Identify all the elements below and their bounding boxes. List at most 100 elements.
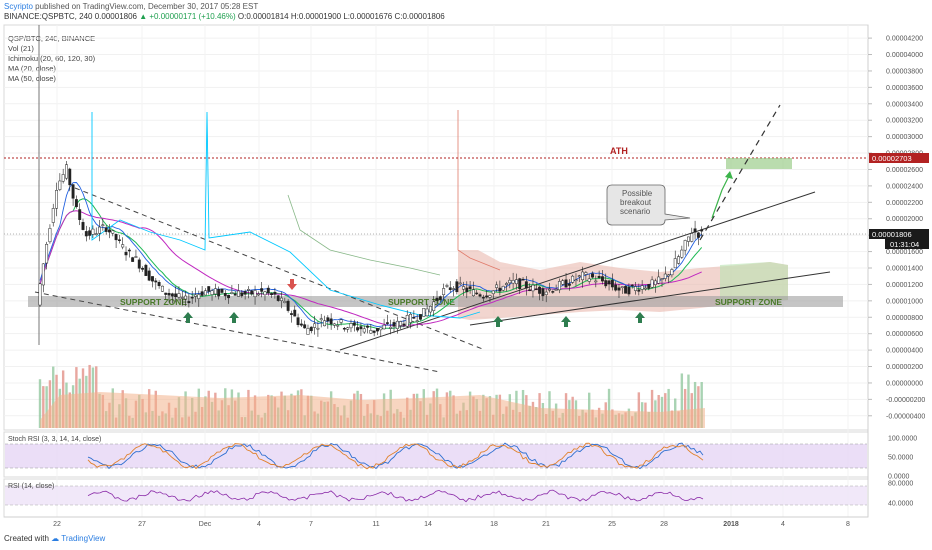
candle-body bbox=[230, 292, 234, 294]
candle-body bbox=[571, 275, 575, 283]
chart-header: Scyripto published on TradingView.com, D… bbox=[4, 2, 445, 22]
candle-body bbox=[640, 285, 644, 290]
candle-body bbox=[78, 209, 82, 220]
x-tick-label: 2018 bbox=[723, 521, 739, 528]
ath-price-text: 0.00002703 bbox=[872, 154, 912, 163]
candle-body bbox=[273, 291, 277, 295]
candle-body bbox=[58, 180, 62, 190]
candle-body bbox=[38, 283, 42, 306]
candle-body bbox=[683, 240, 687, 251]
arrow-up-icon bbox=[561, 316, 571, 327]
candle-body bbox=[478, 294, 482, 297]
x-tick-label: 4 bbox=[257, 521, 261, 528]
candle-body bbox=[567, 283, 571, 286]
candle-body bbox=[233, 293, 237, 296]
candle-body bbox=[581, 271, 585, 281]
x-tick-label: 22 bbox=[53, 521, 61, 528]
candle-body bbox=[250, 290, 254, 295]
legend-item[interactable]: Vol (21) bbox=[8, 44, 34, 53]
candle-body bbox=[313, 323, 317, 328]
candle-body bbox=[147, 270, 151, 281]
candle-body bbox=[475, 292, 479, 295]
x-tick-label: 21 bbox=[542, 521, 550, 528]
y-tick-label: 0.00003600 bbox=[886, 85, 923, 92]
rsi-line bbox=[87, 489, 704, 503]
legend-item[interactable]: MA (20, close) bbox=[8, 64, 56, 73]
legend-item[interactable]: MA (50, close) bbox=[8, 74, 56, 83]
candle-body bbox=[591, 273, 594, 278]
candle-body bbox=[362, 328, 366, 333]
candle-body bbox=[620, 286, 624, 288]
volume-bar bbox=[687, 374, 690, 428]
candle-body bbox=[217, 289, 221, 297]
candle-body bbox=[508, 279, 512, 284]
candle-body bbox=[154, 280, 158, 283]
author-link[interactable]: Scyripto bbox=[4, 2, 33, 11]
callout-bubble bbox=[606, 184, 691, 226]
y-tick-label: 0.00000200 bbox=[886, 364, 923, 371]
tradingview-logo-icon[interactable]: ☁ bbox=[51, 534, 60, 543]
candle-body bbox=[237, 290, 240, 297]
candle-body bbox=[435, 297, 439, 301]
candle-body bbox=[207, 286, 211, 292]
volume-bar bbox=[683, 388, 687, 428]
ohlc-values: O:0.00001814 H:0.00001900 L:0.00001676 C… bbox=[237, 12, 445, 21]
candle-body bbox=[263, 291, 267, 296]
candle-body bbox=[505, 283, 508, 285]
legend-item[interactable]: Ichimoku (20, 60, 120, 30) bbox=[8, 54, 96, 63]
candle-body bbox=[465, 287, 469, 293]
downtrend-line bbox=[34, 291, 441, 373]
candle-body bbox=[124, 251, 128, 256]
candle-body bbox=[246, 289, 250, 291]
y-tick-label: 0.00001600 bbox=[886, 249, 923, 256]
volume-bar bbox=[657, 395, 660, 428]
candle-body bbox=[528, 289, 532, 292]
y-tick-label: 0.00003200 bbox=[886, 118, 923, 125]
candle-body bbox=[68, 168, 72, 186]
y-tick-label: -0.00000200 bbox=[886, 397, 925, 404]
candle-body bbox=[643, 287, 647, 290]
candle-body bbox=[74, 199, 78, 207]
candle-body bbox=[336, 324, 340, 327]
candle-body bbox=[41, 263, 45, 286]
candle-body bbox=[700, 229, 704, 232]
last-price: 0.00001806 bbox=[94, 12, 137, 21]
tradingview-brand[interactable]: TradingView bbox=[61, 534, 106, 543]
candle-body bbox=[349, 323, 353, 329]
candle-body bbox=[379, 327, 383, 331]
x-tick-label: Dec bbox=[199, 521, 212, 528]
candle-body bbox=[329, 318, 333, 325]
candle-body bbox=[587, 278, 591, 282]
candle-body bbox=[316, 327, 320, 330]
uptrend-line bbox=[469, 271, 831, 326]
candle-body bbox=[415, 320, 419, 322]
candle-body bbox=[359, 326, 363, 330]
candle-body bbox=[180, 297, 184, 299]
candle-body bbox=[223, 293, 227, 297]
candle-body bbox=[630, 284, 634, 287]
ath-label: ATH bbox=[610, 146, 628, 156]
candle-body bbox=[174, 293, 178, 297]
stoch-tick-label: 100.0000 bbox=[888, 436, 917, 443]
candle-body bbox=[346, 327, 350, 330]
footer: Created with ☁ TradingView bbox=[4, 534, 105, 543]
rsi-label[interactable]: RSI (14, close) bbox=[8, 483, 55, 490]
candle-body bbox=[405, 315, 409, 327]
x-tick-label: 18 bbox=[490, 521, 498, 528]
candle-body bbox=[471, 289, 475, 297]
candle-body bbox=[323, 320, 326, 327]
stoch-rsi-label[interactable]: Stoch RSI (3, 3, 14, 14, close) bbox=[8, 436, 102, 443]
candle-body bbox=[392, 322, 396, 327]
volume-bar bbox=[607, 388, 611, 428]
rsi-band bbox=[5, 486, 867, 505]
support-zone-label: SUPPORT ZONE bbox=[388, 297, 455, 307]
candle-body bbox=[366, 325, 369, 328]
candle-body bbox=[167, 292, 171, 296]
candle-body bbox=[127, 249, 131, 252]
candle-body bbox=[491, 290, 495, 295]
candle-body bbox=[677, 256, 680, 264]
candle-body bbox=[157, 282, 161, 287]
candle-body bbox=[544, 291, 548, 295]
candle-body bbox=[442, 288, 446, 296]
